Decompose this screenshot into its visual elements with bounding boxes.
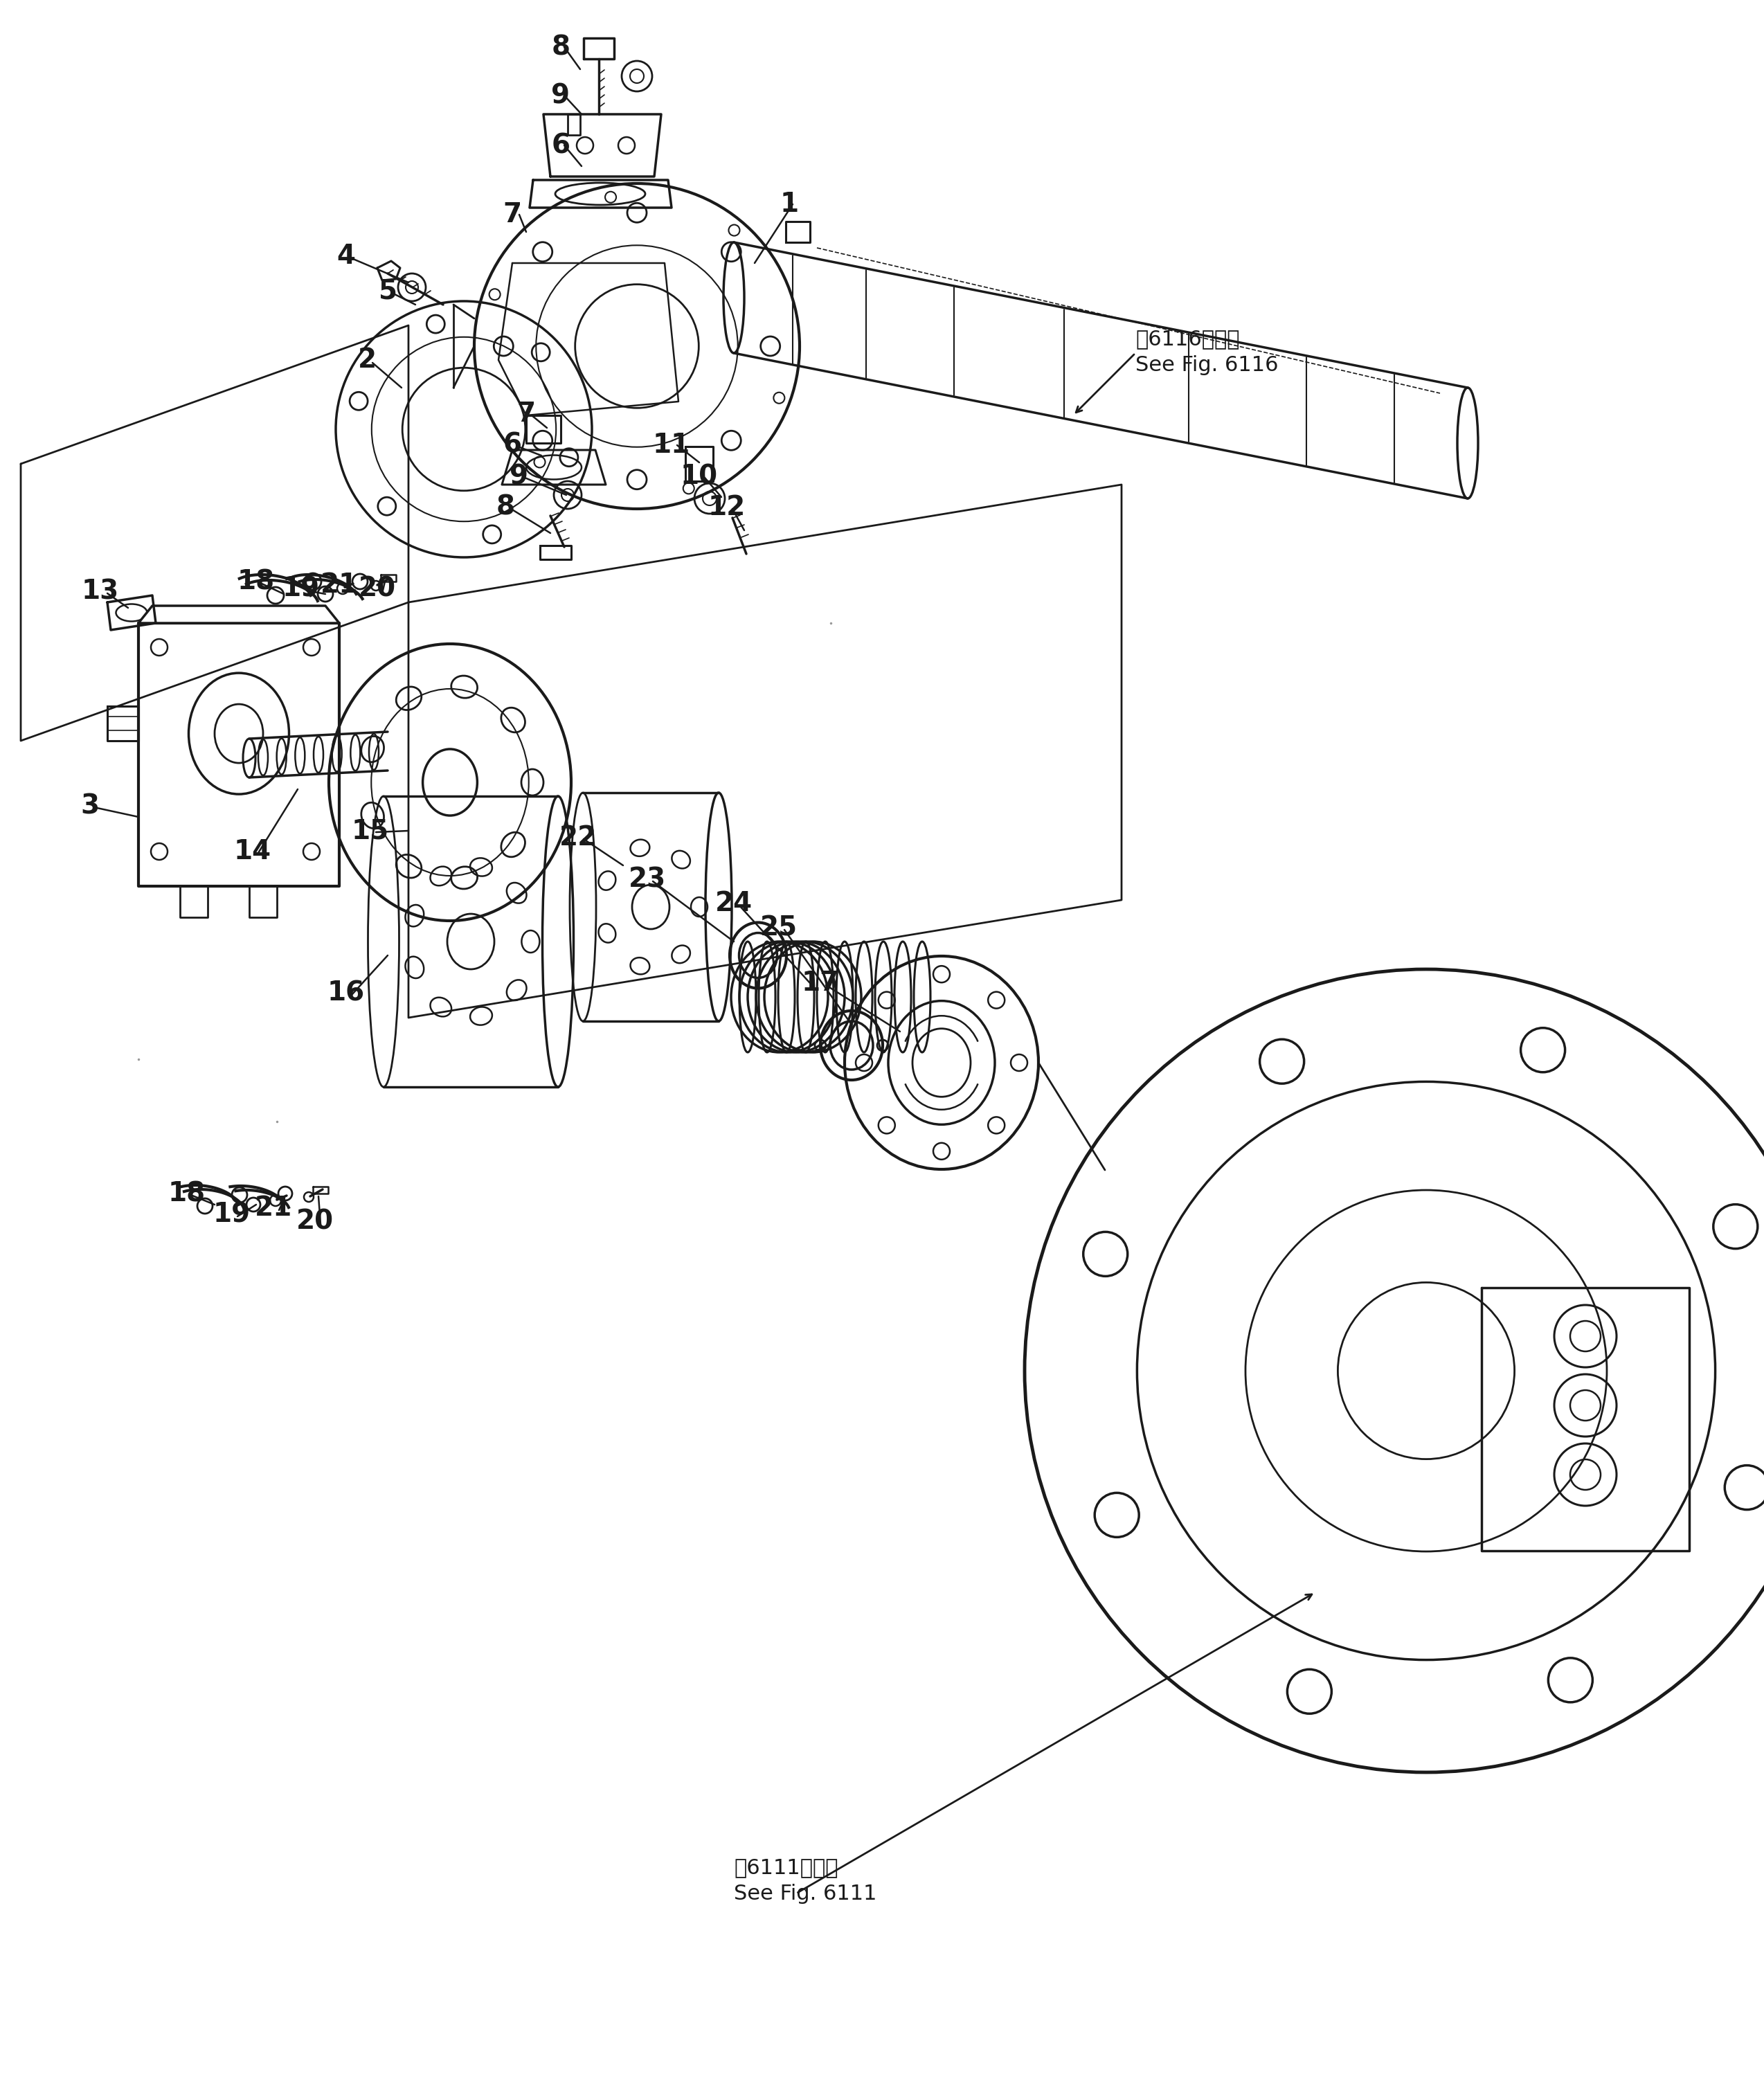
- Text: 16: 16: [328, 979, 365, 1007]
- Text: 18: 18: [168, 1181, 206, 1208]
- Text: 25: 25: [760, 914, 797, 942]
- Text: 9: 9: [510, 463, 529, 489]
- Text: 22: 22: [559, 824, 596, 851]
- Text: 第6111図参照: 第6111図参照: [734, 1858, 838, 1879]
- Text: 23: 23: [628, 866, 667, 893]
- Text: 6: 6: [552, 132, 570, 159]
- Text: 17: 17: [801, 971, 840, 996]
- Text: 5: 5: [377, 277, 397, 304]
- Text: 9: 9: [552, 82, 570, 109]
- Text: 21: 21: [254, 1195, 293, 1220]
- Text: 4: 4: [337, 243, 356, 268]
- Text: 20: 20: [296, 1208, 333, 1235]
- Circle shape: [337, 583, 348, 593]
- Text: See Fig. 6116: See Fig. 6116: [1136, 356, 1279, 375]
- Text: 15: 15: [351, 818, 390, 843]
- Text: 10: 10: [681, 463, 718, 489]
- Text: 11: 11: [653, 432, 690, 459]
- Text: 13: 13: [81, 579, 120, 606]
- Text: See Fig. 6111: See Fig. 6111: [734, 1883, 877, 1904]
- Text: 14: 14: [235, 839, 272, 864]
- Text: 12: 12: [707, 495, 746, 520]
- Circle shape: [270, 1195, 280, 1206]
- Text: 19: 19: [282, 575, 319, 602]
- Text: 20: 20: [358, 575, 397, 602]
- Text: 1: 1: [780, 191, 799, 218]
- Polygon shape: [138, 606, 339, 623]
- Text: 第6116図参照: 第6116図参照: [1136, 329, 1240, 350]
- Text: 7: 7: [503, 201, 522, 229]
- Text: 2: 2: [358, 346, 376, 373]
- Text: 8: 8: [496, 495, 515, 520]
- Text: 3: 3: [81, 793, 99, 820]
- Text: 24: 24: [714, 891, 753, 916]
- Text: 19: 19: [213, 1202, 250, 1229]
- Text: 6: 6: [503, 432, 522, 459]
- Text: 18: 18: [238, 568, 275, 596]
- Text: 21: 21: [321, 572, 358, 598]
- Text: 7: 7: [517, 401, 536, 428]
- Text: 8: 8: [552, 34, 570, 61]
